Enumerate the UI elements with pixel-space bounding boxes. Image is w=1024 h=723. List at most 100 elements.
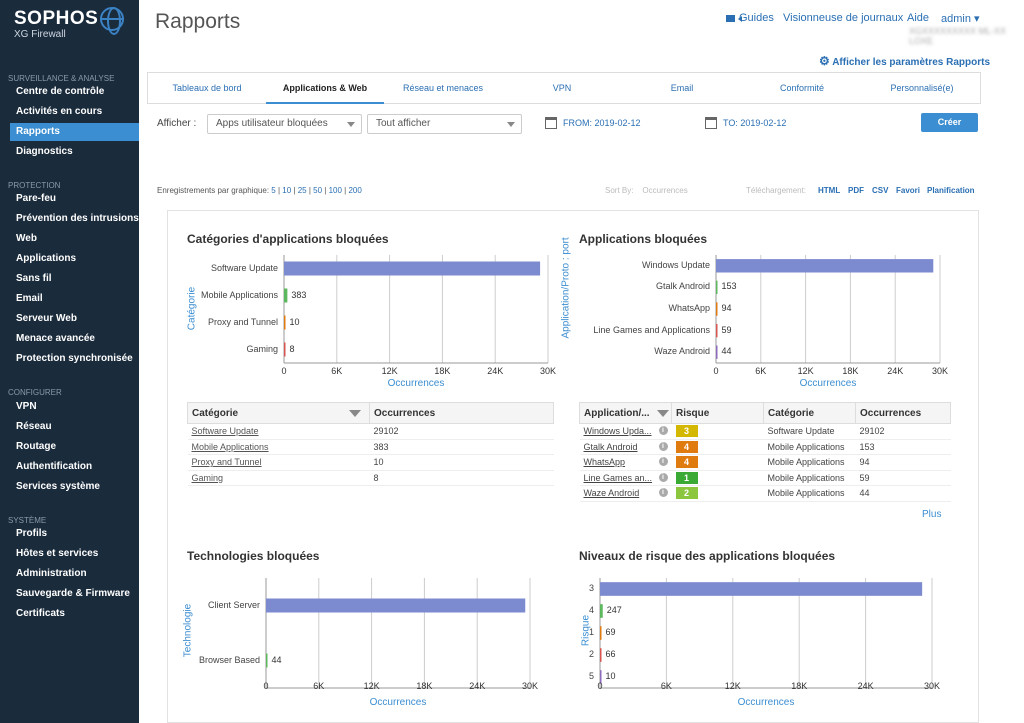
sidebar-item[interactable]: Centre de contrôle [16, 86, 105, 97]
sidebar-item[interactable]: Protection synchronisée [16, 353, 133, 364]
sidebar-item[interactable]: Hôtes et services [16, 548, 99, 559]
sidebar-item[interactable]: Menace avancée [16, 333, 95, 344]
sidebar-item[interactable]: Web [16, 233, 37, 244]
records-option[interactable]: 5 [271, 186, 276, 195]
bar[interactable] [716, 280, 718, 295]
filter-icon[interactable] [349, 410, 361, 417]
occurrences-cell: 29102 [369, 423, 554, 440]
tab-network-threats[interactable]: Réseau et menaces [402, 83, 484, 93]
application-link[interactable]: Waze Android [583, 488, 640, 499]
log-viewer-link[interactable]: Visionneuse de journaux [783, 12, 904, 24]
bar[interactable] [716, 259, 934, 273]
tab-email[interactable]: Email [670, 83, 694, 93]
bar[interactable] [600, 582, 923, 596]
column-header-application[interactable]: Application/... [579, 402, 672, 424]
category-link[interactable]: Software Update [187, 423, 370, 440]
category-label: Client Server [207, 599, 260, 610]
sidebar-item[interactable]: Routage [16, 441, 56, 452]
calendar-icon[interactable] [545, 117, 557, 129]
tab-vpn[interactable]: VPN [552, 83, 572, 93]
calendar-icon[interactable] [705, 117, 717, 129]
sidebar-item[interactable]: Authentification [16, 461, 93, 472]
tab-compliance[interactable]: Conformité [779, 83, 824, 93]
sidebar-item[interactable]: Prévention des intrusions [16, 213, 139, 224]
tick-label: 6K [313, 681, 325, 691]
sidebar-item[interactable]: Certificats [16, 608, 65, 619]
user-menu[interactable]: admin ▾ [941, 12, 980, 25]
download-pdf[interactable]: PDF [848, 186, 864, 195]
more-link[interactable]: Plus [922, 509, 942, 520]
from-date[interactable]: FROM: 2019-02-12 [563, 118, 641, 128]
schedule-report[interactable]: Planification [927, 186, 975, 195]
sidebar-item[interactable]: Pare-feu [16, 193, 57, 204]
application-link[interactable]: Line Games an... [583, 472, 653, 483]
sidebar-item[interactable]: Serveur Web [16, 313, 77, 324]
bar[interactable] [284, 261, 541, 276]
bar[interactable] [600, 626, 602, 640]
sidebar-item[interactable]: Sauvegarde & Firmware [16, 588, 130, 599]
records-option[interactable]: 200 [348, 186, 362, 195]
sidebar-item[interactable]: Sans fil [16, 273, 52, 284]
filter-select[interactable]: Tout afficher [367, 114, 522, 134]
download-csv[interactable]: CSV [872, 186, 889, 195]
records-option[interactable]: 25 [297, 186, 307, 195]
report-settings-link[interactable]: ⚙ Afficher les paramètres Rapports [819, 54, 990, 68]
sidebar-section-label: SYSTÈME [8, 516, 47, 525]
tab-dashboards[interactable]: Tableaux de bord [172, 83, 242, 93]
to-date[interactable]: TO: 2019-02-12 [723, 118, 787, 128]
create-button[interactable]: Créer [921, 113, 978, 132]
column-header-category[interactable]: Catégorie [187, 402, 370, 424]
tick-label: 6K [755, 366, 767, 376]
sidebar-item[interactable]: Profils [16, 528, 48, 539]
sidebar-item[interactable]: Rapports [10, 123, 139, 141]
category-link[interactable]: Gaming [187, 470, 370, 486]
bar[interactable] [600, 648, 602, 662]
application-link[interactable]: Windows Upda... [583, 426, 652, 437]
column-header-category[interactable]: Catégorie [763, 402, 856, 424]
sidebar-item[interactable]: Diagnostics [16, 146, 73, 157]
tick-label: 24K [887, 366, 904, 376]
bar[interactable] [284, 342, 286, 357]
category-link[interactable]: Proxy and Tunnel [187, 454, 370, 471]
guides-link[interactable]: Guides [726, 12, 774, 24]
application-link[interactable]: Gtalk Android [583, 441, 638, 452]
category-link[interactable]: Mobile Applications [187, 439, 370, 455]
column-header-occurrences[interactable]: Occurrences [369, 402, 554, 424]
sidebar-item[interactable]: VPN [16, 401, 37, 412]
records-option[interactable]: 10 [282, 186, 292, 195]
bar[interactable] [284, 315, 286, 330]
bar[interactable] [266, 598, 526, 613]
download-html[interactable]: HTML [818, 186, 841, 195]
records-option[interactable]: 50 [313, 186, 323, 195]
sidebar-item[interactable]: Réseau [16, 421, 52, 432]
help-link[interactable]: Aide [907, 12, 930, 24]
add-favorite[interactable]: Favori [896, 186, 921, 195]
application-link[interactable]: WhatsApp [583, 457, 626, 468]
report-type-select[interactable]: Apps utilisateur bloquées [207, 114, 362, 134]
bar[interactable] [266, 653, 268, 668]
sidebar-item[interactable]: Services système [16, 481, 100, 492]
tab-custom[interactable]: Personnalisé(e) [890, 83, 954, 93]
tab-applications-web[interactable]: Applications & Web [266, 73, 384, 104]
info-icon[interactable]: i [658, 488, 668, 498]
bar[interactable] [600, 604, 603, 618]
filter-icon[interactable] [657, 410, 669, 417]
info-icon[interactable]: i [658, 472, 668, 482]
bar[interactable] [600, 670, 602, 684]
bar[interactable] [284, 288, 288, 303]
bar[interactable] [716, 345, 718, 359]
sidebar-item[interactable]: Email [16, 293, 43, 304]
value-label: 10 [289, 316, 300, 327]
info-icon[interactable]: i [658, 426, 668, 436]
info-icon[interactable]: i [658, 457, 668, 467]
records-option[interactable]: 100 [328, 186, 342, 195]
bar[interactable] [716, 323, 718, 338]
sort-value[interactable]: Occurrences [642, 186, 688, 195]
sidebar-item[interactable]: Activités en cours [16, 106, 103, 117]
sidebar-item[interactable]: Administration [16, 568, 87, 579]
info-icon[interactable]: i [658, 441, 668, 451]
column-header-risk[interactable]: Risque [671, 402, 764, 424]
column-header-occurrences[interactable]: Occurrences [855, 402, 951, 424]
bar[interactable] [716, 302, 718, 316]
sidebar-item[interactable]: Applications [16, 253, 77, 264]
